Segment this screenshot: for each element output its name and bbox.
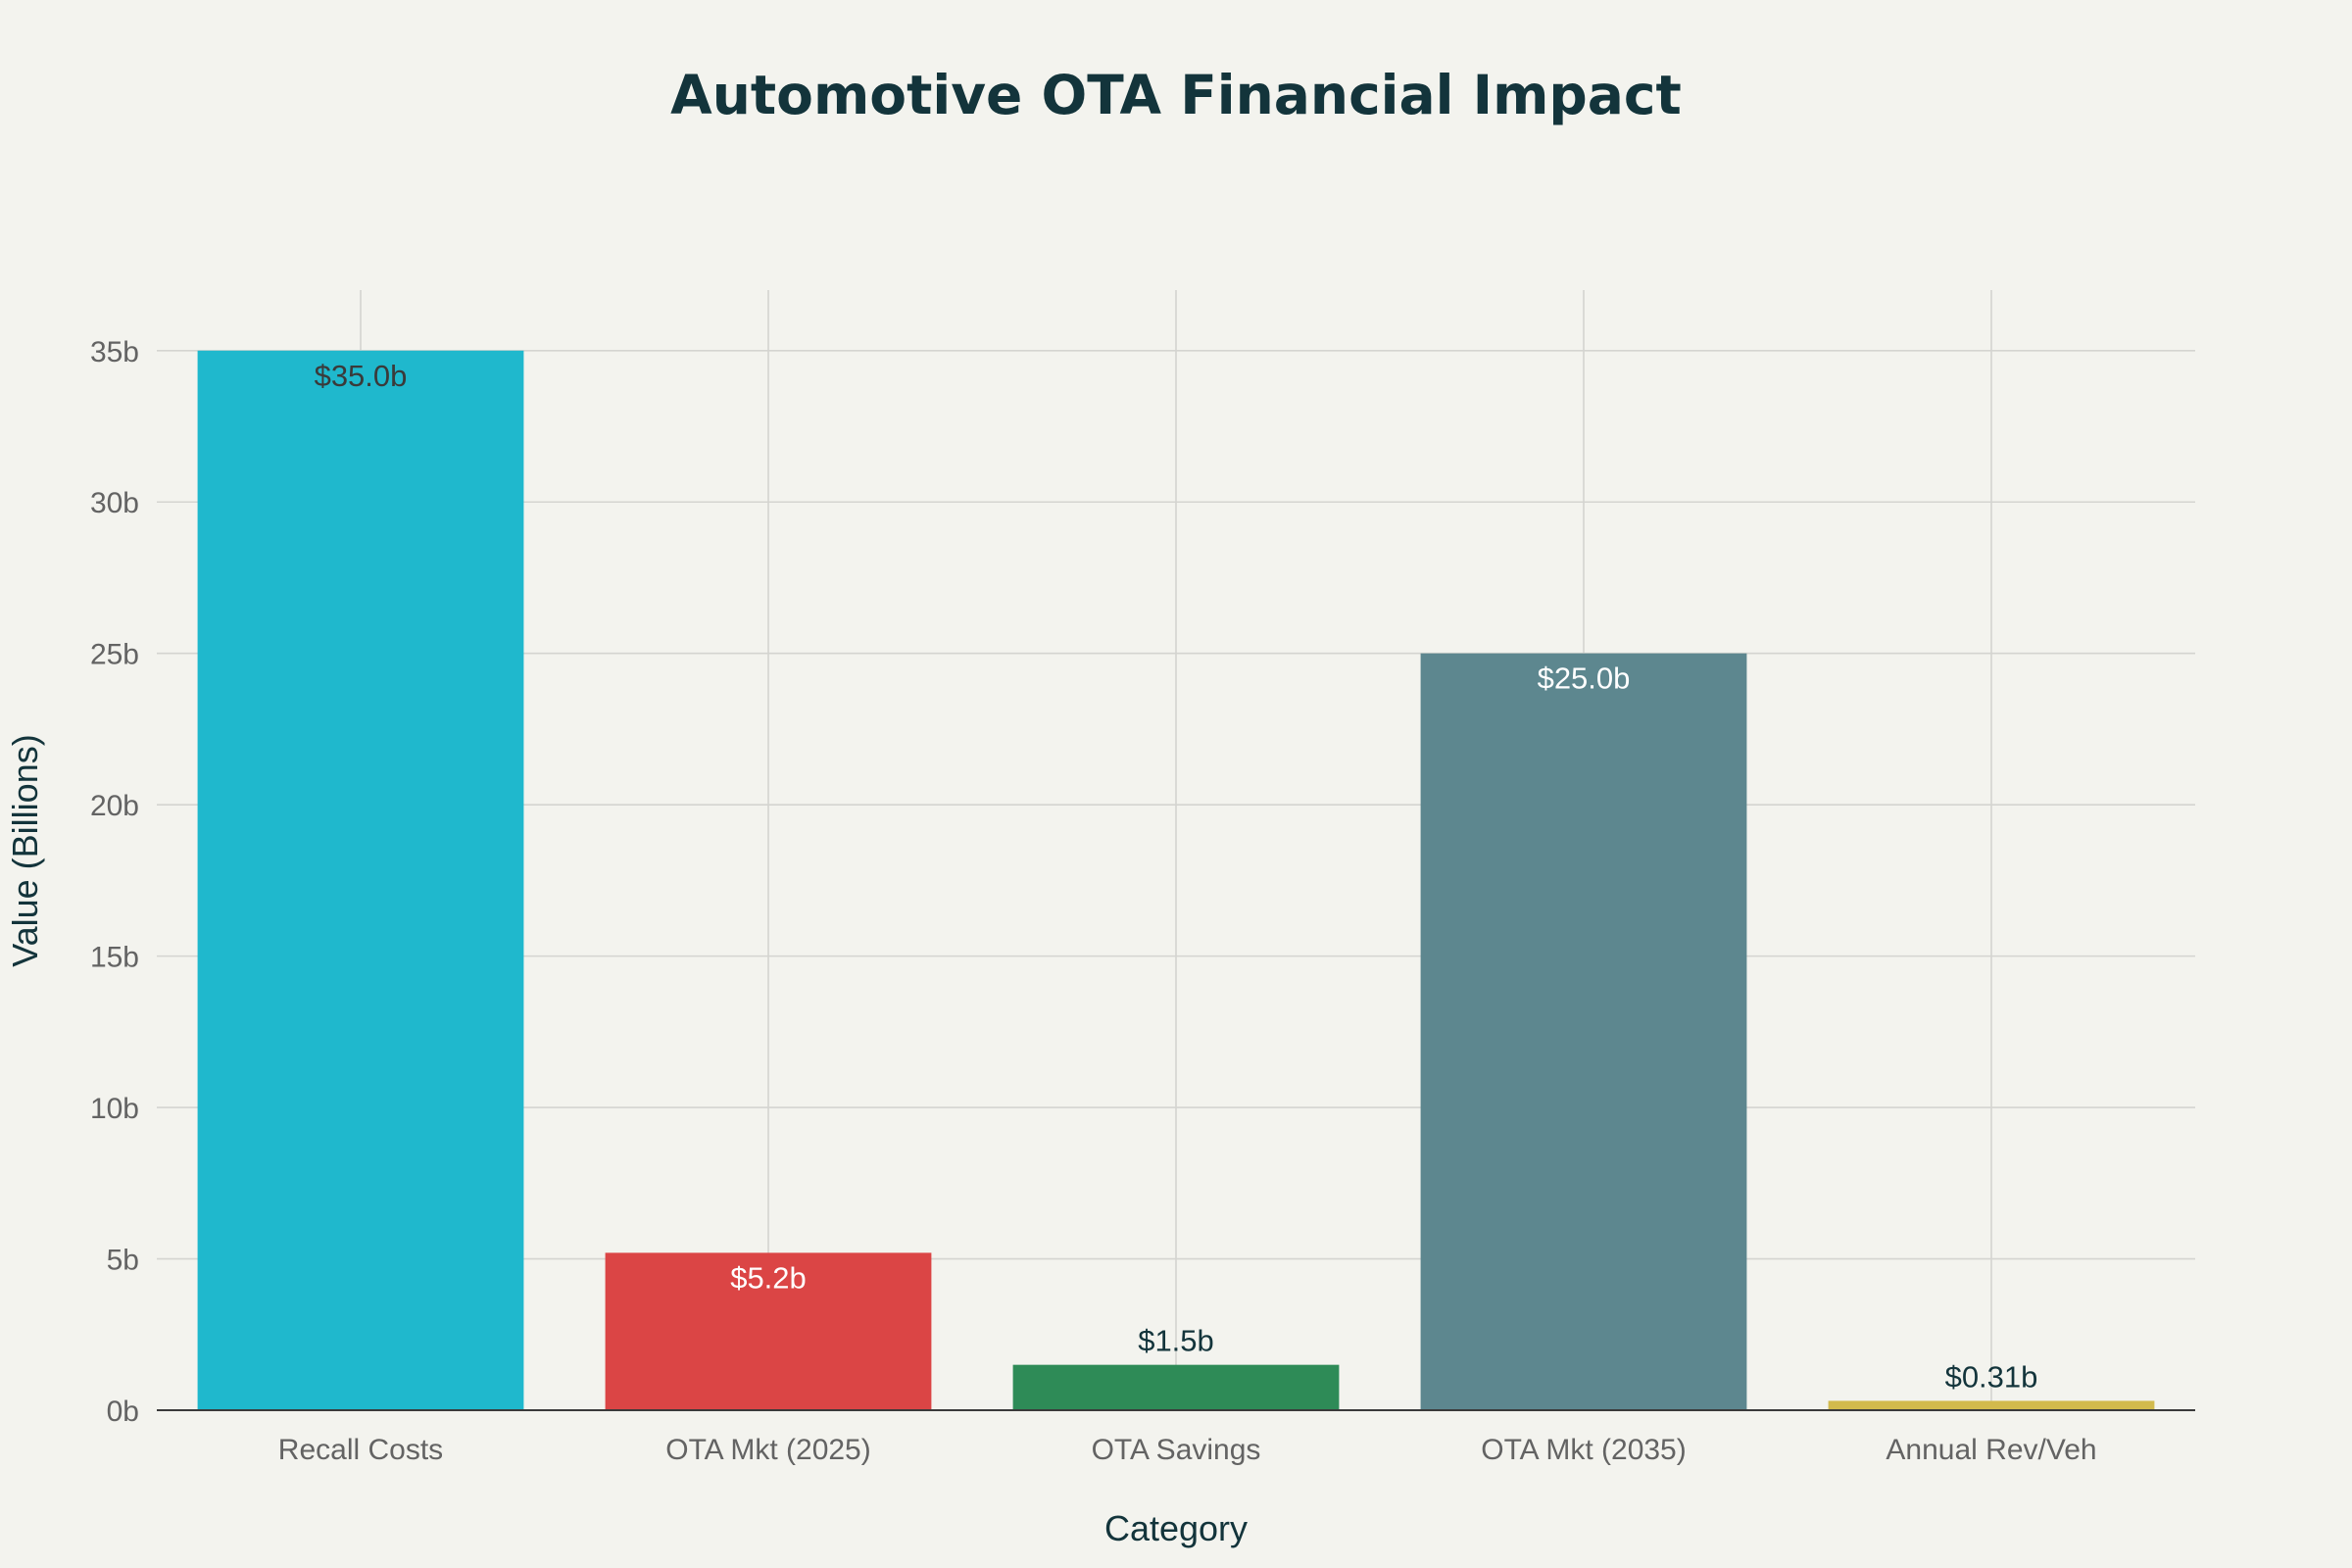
x-tick-label: Recall Costs bbox=[278, 1434, 443, 1466]
x-tick-label: Annual Rev/Veh bbox=[1886, 1434, 2096, 1466]
bar bbox=[605, 1252, 932, 1410]
y-tick-label: 35b bbox=[90, 336, 139, 368]
axes: 0b 5b 10b 15b 20b 25b 30b 35b Recall Costs OTA Mk… bbox=[90, 336, 2195, 1466]
data-label: $25.0b bbox=[1538, 662, 1631, 696]
bar bbox=[197, 350, 524, 1410]
bars bbox=[197, 350, 2155, 1410]
y-tick-label: 5b bbox=[107, 1245, 139, 1277]
x-tick-label: OTA Mkt (2035) bbox=[1481, 1434, 1687, 1466]
y-tick-label: 25b bbox=[90, 639, 139, 671]
y-axis-title: Value (Billions) bbox=[5, 734, 45, 966]
x-axis-title: Category bbox=[1104, 1508, 1248, 1548]
bar bbox=[1828, 1400, 2155, 1410]
data-label: $35.0b bbox=[315, 359, 408, 393]
y-tick-label: 30b bbox=[90, 487, 139, 519]
data-label: $0.31b bbox=[1945, 1359, 2038, 1394]
y-tick-label: 20b bbox=[90, 790, 139, 822]
data-labels: $35.0b $5.2b $1.5b $25.0b $0.31b bbox=[315, 359, 2038, 1395]
bar bbox=[1420, 653, 1747, 1410]
y-tick-label: 15b bbox=[90, 942, 139, 974]
y-tick-label: 0b bbox=[107, 1396, 139, 1428]
data-label: $1.5b bbox=[1138, 1324, 1214, 1358]
bar bbox=[1012, 1364, 1340, 1410]
chart-title: Automotive OTA Financial Impact bbox=[670, 64, 1682, 126]
y-tick-label: 10b bbox=[90, 1093, 139, 1125]
data-label: $5.2b bbox=[730, 1260, 807, 1295]
x-tick-label: OTA Savings bbox=[1092, 1434, 1261, 1466]
x-tick-label: OTA Mkt (2025) bbox=[665, 1434, 871, 1466]
